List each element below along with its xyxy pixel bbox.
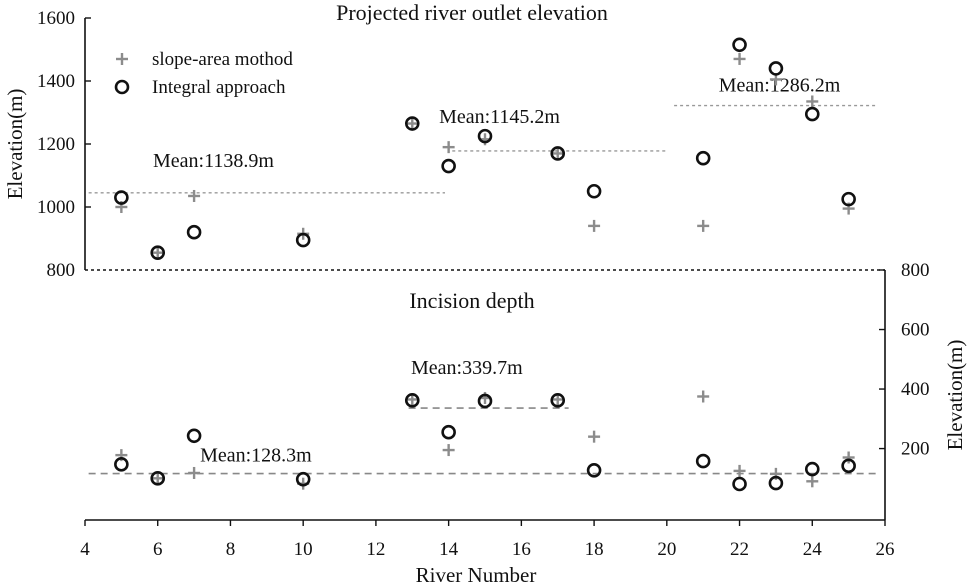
top-mean-label: Mean:1138.9m <box>153 150 274 172</box>
bottom-slope-area-point <box>733 464 746 477</box>
bottom-chart-title: Incision depth <box>409 288 534 313</box>
bottom-integral-point <box>150 471 166 486</box>
bottom-integral-point <box>295 471 311 487</box>
bottom-integral-point <box>404 393 420 408</box>
x-tick-label: 4 <box>80 539 90 560</box>
top-slope-area-point <box>442 141 455 154</box>
bottom-slope-area-point <box>697 390 710 403</box>
legend-marker-integral <box>114 79 130 95</box>
top-y-axis-title: Elevation(m) <box>3 89 27 200</box>
bottom-slope-area-point <box>806 475 819 488</box>
bottom-mean-label: Mean:339.7m <box>411 357 523 379</box>
mean-lines-layer: Mean:1138.9m Mean:1145.2m Mean:1286.2m Mean… <box>88 75 878 475</box>
bottom-slope-area-point <box>151 472 164 485</box>
bottom-y-axis-title: Elevation(m) <box>943 340 967 451</box>
top-integral-point <box>732 37 747 53</box>
x-tick-label: 24 <box>803 539 823 560</box>
top-slope-area-point <box>551 147 564 160</box>
top-integral-point <box>404 116 420 131</box>
bottom-y-tick-label: 200 <box>901 439 930 460</box>
x-tick-label: 22 <box>730 539 749 560</box>
bottom-integral-point <box>586 462 602 478</box>
legend-label-integral: Integral approach <box>152 77 286 98</box>
top-slope-area-point <box>406 117 419 130</box>
top-slope-area-point <box>151 246 164 259</box>
bottom-integral-point <box>695 453 711 469</box>
bottom-slope-area-point <box>588 430 601 443</box>
top-integral-point <box>550 146 566 161</box>
bottom-y-tick-label: 600 <box>901 320 930 341</box>
top-chart-title: Projected river outlet elevation <box>336 0 608 25</box>
bottom-mean-label: Mean:128.3m <box>200 445 312 467</box>
top-integral-point <box>114 190 129 205</box>
x-tick-label: 10 <box>294 539 313 560</box>
top-integral-point <box>841 191 856 207</box>
points-layer <box>114 37 856 492</box>
x-tick-label: 6 <box>153 539 163 560</box>
bottom-y-tick-label: 800 <box>901 260 930 281</box>
top-integral-point <box>186 224 202 240</box>
legend-marker-slope-area <box>116 53 128 65</box>
bottom-y-tick-label: 400 <box>901 379 930 400</box>
bottom-integral-point <box>186 428 202 444</box>
top-y-tick-label: 1400 <box>37 71 75 92</box>
top-mean-label: Mean:1145.2m <box>439 106 560 128</box>
legend-label-slope-area: slope-area mothod <box>152 49 293 70</box>
top-y-tick-label: 1000 <box>37 197 75 218</box>
top-integral-point <box>804 106 820 122</box>
bottom-integral-point <box>841 458 856 474</box>
top-integral-point <box>150 245 166 260</box>
ticks-layer: 800 1000 1200 1400 1600 200 400 600 800 4 6 8 10 12 14… <box>37 8 930 560</box>
bottom-integral-point <box>441 424 456 440</box>
bottom-slope-area-point <box>442 444 455 457</box>
top-integral-point <box>586 183 602 199</box>
top-y-tick-label: 800 <box>47 260 76 281</box>
top-slope-area-point <box>588 219 601 232</box>
top-integral-point <box>295 232 311 248</box>
bottom-integral-point <box>550 393 566 408</box>
x-tick-label: 16 <box>512 539 531 560</box>
top-integral-point <box>695 150 711 166</box>
bottom-integral-point <box>477 393 493 409</box>
x-tick-label: 20 <box>657 539 676 560</box>
bottom-integral-point <box>768 475 784 491</box>
x-tick-label: 18 <box>585 539 604 560</box>
bottom-slope-area-point <box>842 451 855 464</box>
bottom-slope-area-point <box>188 466 201 479</box>
top-slope-area-point <box>188 189 201 202</box>
x-axis-title: River Number <box>416 563 537 586</box>
top-mean-label: Mean:1286.2m <box>719 75 841 97</box>
x-tick-label: 14 <box>439 539 459 560</box>
top-integral-point <box>441 158 456 174</box>
x-tick-label: 26 <box>876 539 895 560</box>
top-slope-area-point <box>806 95 819 108</box>
top-slope-area-point <box>733 52 746 65</box>
bottom-integral-point <box>804 461 820 477</box>
top-y-tick-label: 1600 <box>37 8 75 29</box>
text-layer: Projected river outlet elevation Incisio… <box>3 0 967 586</box>
top-slope-area-point <box>697 219 710 232</box>
top-integral-point <box>768 61 784 76</box>
top-integral-point <box>477 128 493 144</box>
x-tick-label: 12 <box>366 539 385 560</box>
bottom-integral-point <box>114 457 129 472</box>
top-y-tick-label: 1200 <box>37 134 75 155</box>
bottom-integral-point <box>732 476 747 492</box>
legend: slope-area mothod Integral approach <box>114 49 293 98</box>
x-tick-label: 8 <box>226 539 236 560</box>
